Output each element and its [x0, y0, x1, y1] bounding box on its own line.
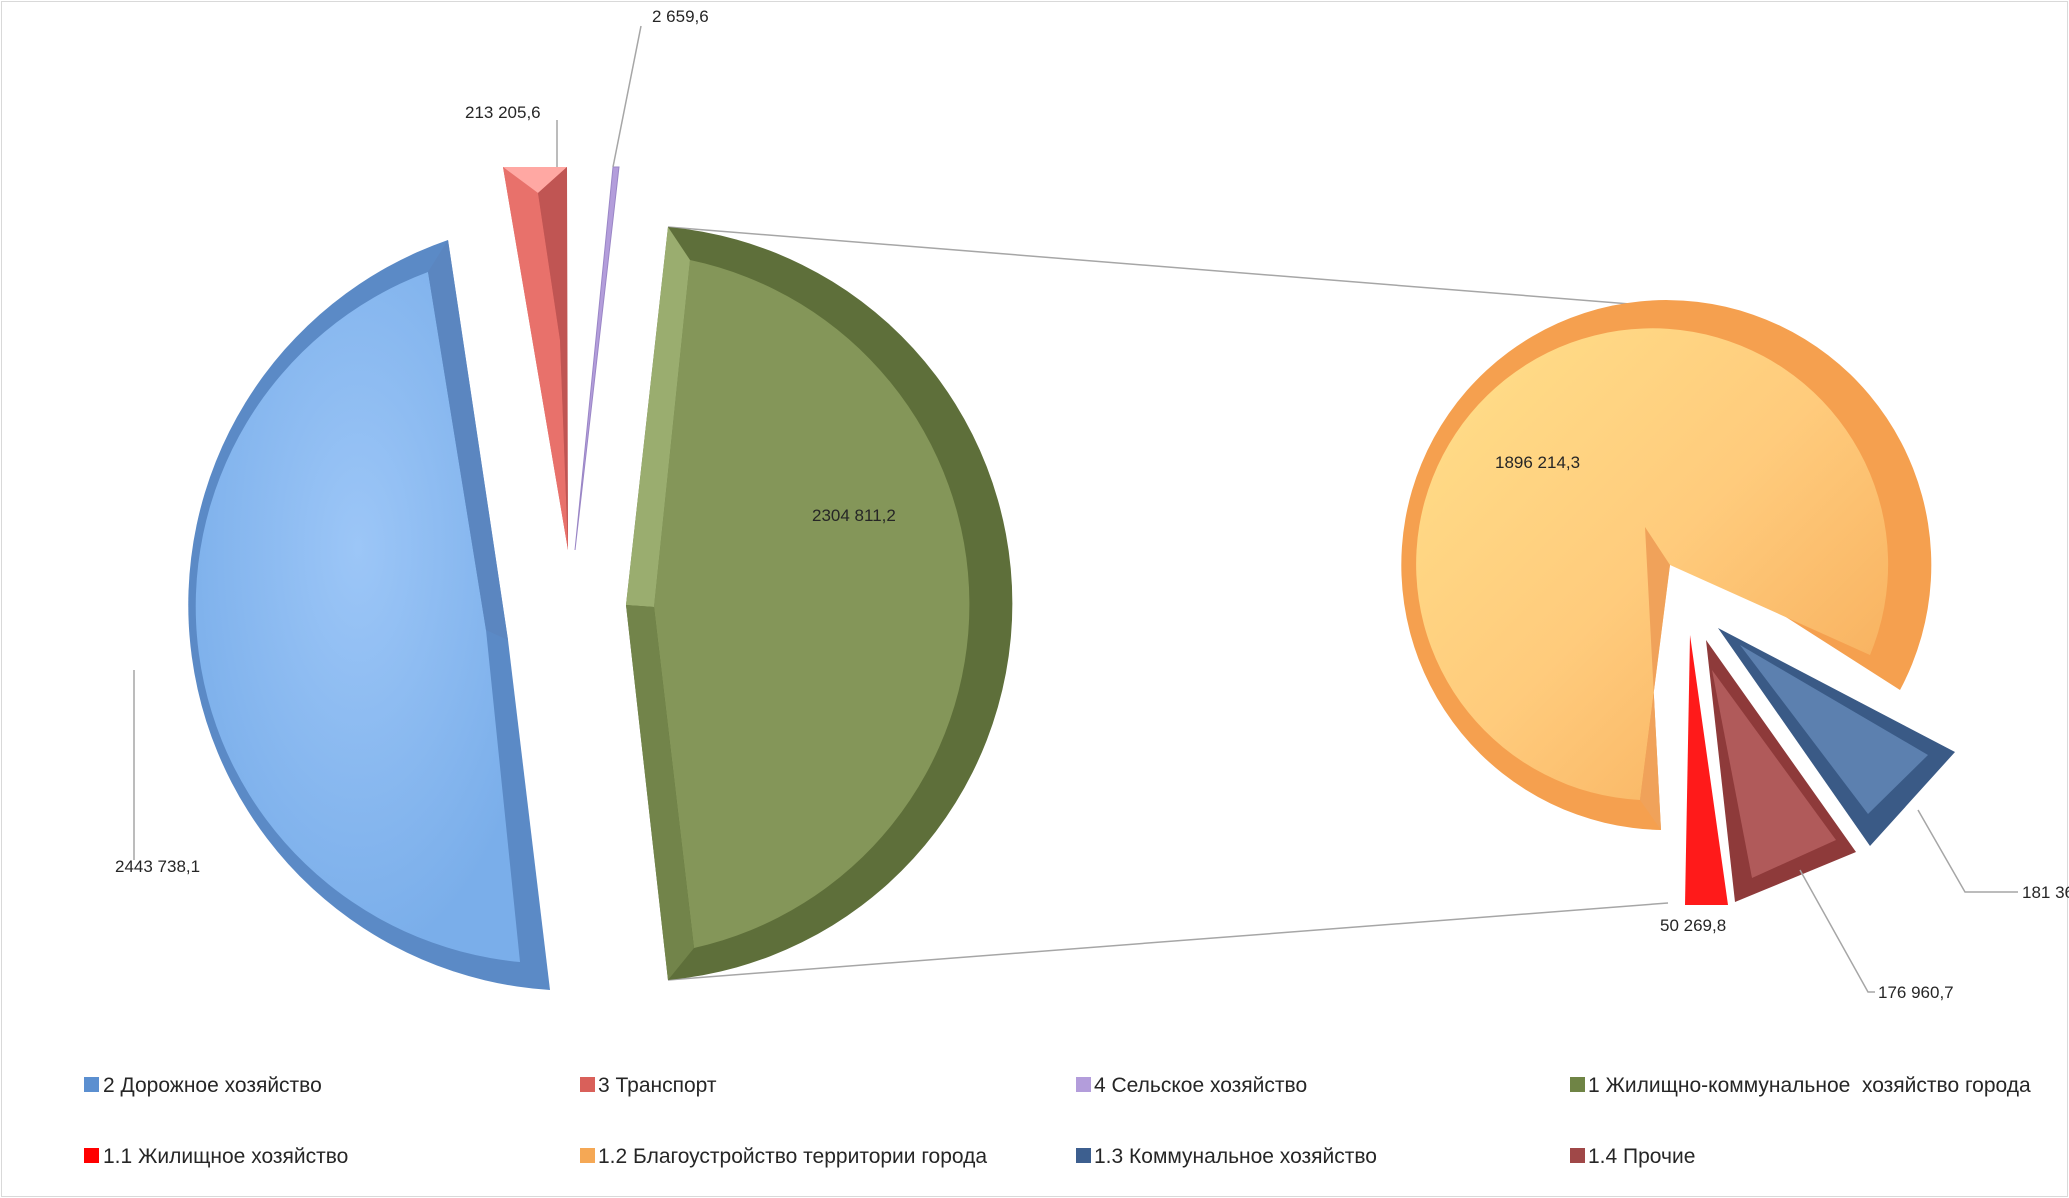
- leader-line-other: [1799, 869, 1875, 993]
- data-label-housing-utilities: 2304 811,2: [812, 506, 896, 525]
- legend-swatch-landscaping: [580, 1148, 595, 1163]
- data-label-housing: 50 269,8: [1660, 916, 1726, 935]
- legend-swatch-housing-utilities: [1570, 1077, 1585, 1092]
- data-label-landscaping: 1896 214,3: [1495, 453, 1580, 472]
- connector-line-bottom: [667, 902, 1669, 981]
- slice-transport: [503, 167, 568, 550]
- legend-swatch-housing: [84, 1148, 99, 1163]
- slice-other: [1706, 640, 1856, 902]
- legend-label-landscaping: 1.2 Благоустройство территории города: [598, 1145, 987, 1168]
- data-label-road: 2443 738,1: [115, 857, 200, 876]
- legend: 2 Дорожное хозяйство 3 Транспорт 4 Сельс…: [84, 1074, 2031, 1168]
- slice-road: [188, 240, 550, 990]
- legend-label-housing: 1.1 Жилищное хозяйство: [103, 1145, 348, 1168]
- slice-agriculture: [574, 166, 620, 551]
- slice-housing-utilities: [626, 227, 1013, 980]
- legend-label-housing-utilities: 1 Жилищно-коммунальное хозяйство города: [1588, 1074, 2031, 1097]
- legend-label-transport: 3 Транспорт: [598, 1074, 717, 1097]
- legend-label-other: 1.4 Прочие: [1588, 1145, 1695, 1168]
- legend-label-agriculture: 4 Сельское хозяйство: [1094, 1074, 1307, 1097]
- legend-swatch-other: [1570, 1148, 1585, 1163]
- legend-label-road: 2 Дорожное хозяйство: [103, 1074, 322, 1097]
- legend-swatch-transport: [580, 1077, 595, 1092]
- slice-landscaping: [1401, 300, 1932, 830]
- leader-line-agriculture: [612, 25, 642, 168]
- legend-swatch-road: [84, 1077, 99, 1092]
- data-label-other: 176 960,7: [1878, 983, 1954, 1002]
- connector-line-top: [667, 226, 1669, 308]
- data-label-transport: 213 205,6: [465, 103, 541, 122]
- legend-swatch-utilities: [1076, 1148, 1091, 1163]
- legend-swatch-agriculture: [1076, 1077, 1091, 1092]
- slice-housing: [1685, 635, 1728, 905]
- legend-label-utilities: 1.3 Коммунальное хозяйство: [1094, 1145, 1377, 1168]
- data-label-agriculture: 2 659,6: [652, 7, 709, 26]
- slice-utilities: [1718, 628, 1955, 846]
- data-label-utilities: 181 366,4: [2022, 883, 2069, 902]
- leader-line-utilities: [1917, 809, 2018, 893]
